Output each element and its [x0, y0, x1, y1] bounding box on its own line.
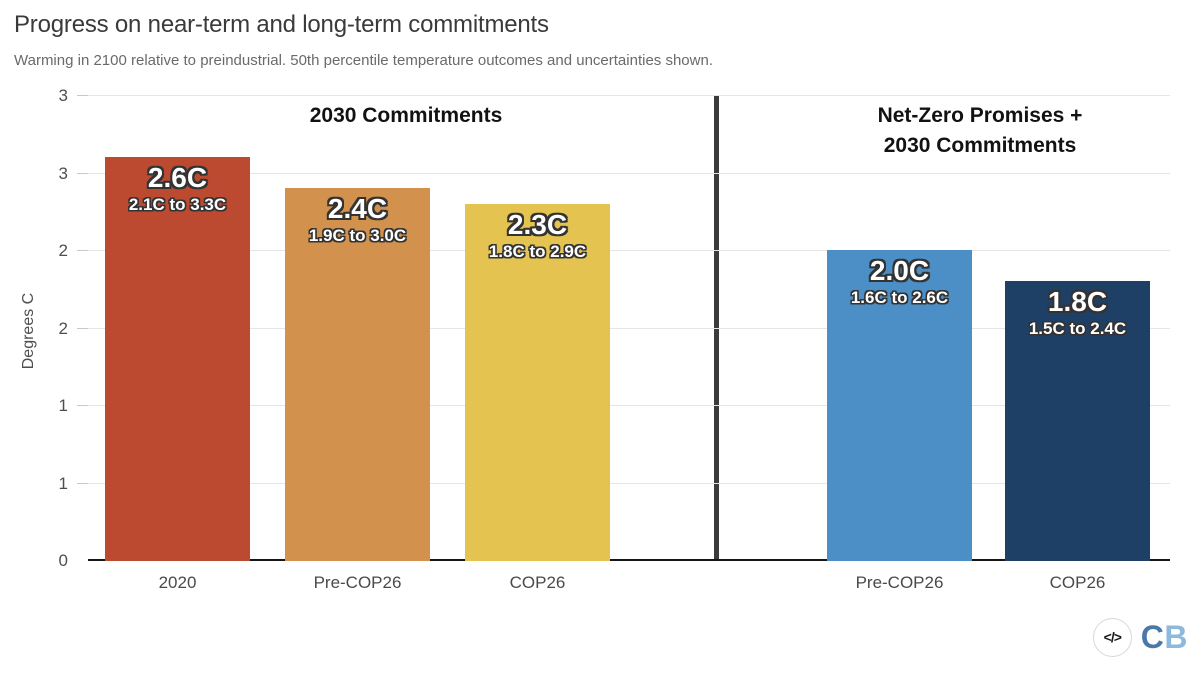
y-gridline — [88, 482, 1170, 484]
x-axis-label-s2-cop26: COP26 — [1049, 573, 1106, 592]
y-tick-mark — [77, 482, 88, 484]
bar-value-label: 2.0C — [869, 255, 930, 286]
y-tick-label: 0 — [58, 551, 68, 570]
embed-button[interactable]: </> — [1092, 617, 1132, 657]
bar-value-label: 2.6C — [147, 162, 208, 193]
x-axis-line — [88, 559, 1170, 561]
carbonbrief-logo: CB — [1141, 621, 1188, 653]
bar-uncertainty-label: 2.1C to 3.3C — [128, 195, 227, 215]
x-axis-label-s2-pre-cop26: Pre-COP26 — [855, 573, 944, 592]
bar-s2-pre-cop26[interactable]: 2.0C 1.6C to 2.6C — [827, 250, 972, 561]
bar-uncertainty-label: 1.6C to 2.6C — [850, 288, 949, 308]
y-tick-label: 3 — [58, 86, 68, 105]
y-gridline — [88, 405, 1170, 406]
bar-value-label: 2.3C — [507, 208, 568, 240]
y-tick-mark — [77, 172, 88, 174]
y-gridline — [88, 95, 1170, 96]
bar-value-label: 1.8C — [1047, 286, 1108, 317]
section-header: 2030 Commitments — [309, 104, 503, 127]
y-tick-mark — [77, 95, 88, 96]
code-icon: </> — [1103, 629, 1122, 645]
bar-s1-pre-cop26[interactable]: 2.4C 1.9C to 3.0C — [285, 188, 430, 561]
page-title: Progress on near-term and long-term comm… — [14, 11, 549, 38]
x-axis-label-s1-2020: 2020 — [158, 573, 197, 592]
bar-uncertainty-label: 1.5C to 2.4C — [1028, 319, 1127, 339]
section-header: Net-Zero Promises +2030 Commitments — [877, 104, 1083, 157]
x-axis-label-s1-pre-cop26: Pre-COP26 — [313, 573, 402, 592]
y-tick-mark — [77, 327, 88, 329]
chart-subtitle: Warming in 2100 relative to preindustria… — [14, 52, 713, 69]
y-tick-label: 2 — [58, 241, 68, 260]
y-tick-label: 1 — [58, 473, 68, 493]
bar-s1-cop26[interactable]: 2.3C 1.8C to 2.9C — [465, 203, 610, 561]
y-gridline — [88, 327, 1170, 329]
y-gridline — [88, 172, 1170, 174]
logo-letter-c: C — [1140, 619, 1165, 655]
y-tick-mark — [77, 250, 88, 251]
x-axis-label-s1-cop26: COP26 — [509, 573, 566, 592]
bar-uncertainty-label: 1.9C to 3.0C — [308, 226, 407, 246]
y-tick-label: 1 — [58, 396, 68, 415]
y-tick-label: 2 — [58, 318, 68, 338]
bar-s1-2020[interactable]: 2.6C 2.1C to 3.3C — [105, 157, 250, 561]
y-gridline — [88, 250, 1170, 251]
bar-uncertainty-label: 1.8C to 2.9C — [488, 241, 587, 261]
y-tick-label: 3 — [58, 163, 68, 183]
chart-footer: </> CB — [1092, 615, 1188, 659]
logo-letter-b: B — [1164, 619, 1188, 655]
bar-value-label: 2.4C — [327, 193, 388, 224]
bar-s2-cop26[interactable]: 1.8C 1.5C to 2.4C — [1005, 281, 1150, 561]
y-tick-mark — [77, 405, 88, 406]
